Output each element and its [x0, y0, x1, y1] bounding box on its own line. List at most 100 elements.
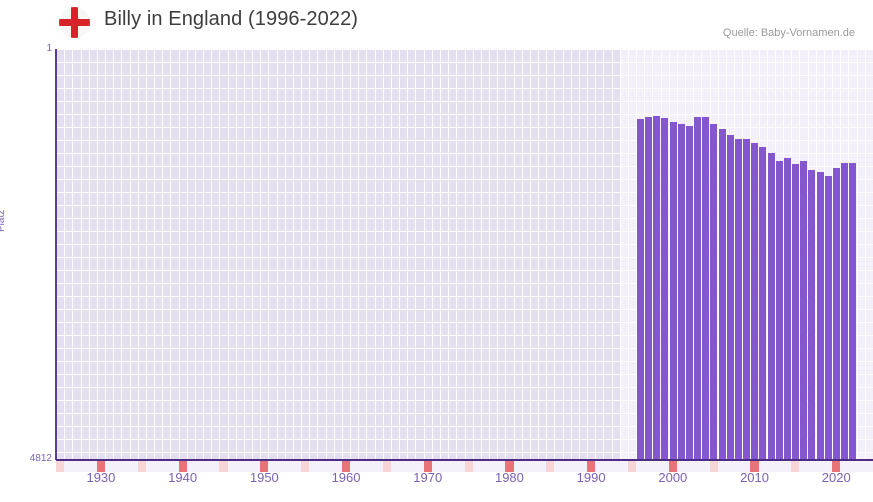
bar-1999[interactable]	[661, 117, 669, 459]
grid-line-horizontal	[56, 75, 873, 77]
grid-line-horizontal	[56, 153, 873, 155]
bar-2016[interactable]	[800, 160, 808, 459]
bar-2001[interactable]	[677, 123, 685, 459]
bar-2007[interactable]	[726, 134, 734, 459]
bar-2012[interactable]	[767, 152, 775, 459]
grid-line-vertical	[284, 49, 286, 459]
bar-2011[interactable]	[759, 146, 767, 459]
grid-line-vertical	[529, 49, 531, 459]
bar-1998[interactable]	[653, 115, 661, 459]
bar-2004[interactable]	[702, 116, 710, 459]
bar-2019[interactable]	[824, 175, 832, 459]
x-tick-label-2000: 2000	[658, 470, 688, 485]
grid-line-horizontal	[56, 244, 873, 246]
x-tick-mark-1950	[260, 461, 269, 472]
grid-line-vertical	[292, 49, 294, 459]
bar-2002[interactable]	[685, 125, 693, 459]
x-tick-mark-2010	[750, 461, 759, 472]
grid-line-vertical	[652, 49, 654, 459]
grid-line-vertical	[162, 49, 164, 459]
grid-line-horizontal	[56, 335, 873, 337]
x-tick-label-1990: 1990	[576, 470, 606, 485]
grid-line-horizontal	[56, 439, 873, 441]
bar-2013[interactable]	[775, 160, 783, 459]
bar-2009[interactable]	[743, 138, 751, 459]
grid-line-vertical	[325, 49, 327, 459]
grid-line-vertical	[725, 49, 727, 459]
x-tick-mark-minor-1985	[546, 461, 555, 472]
x-tick-mark-minor-1995	[627, 461, 637, 472]
x-tick-mark-minor-1945	[219, 461, 228, 472]
bar-2020[interactable]	[832, 167, 840, 459]
grid-line-horizontal	[56, 257, 873, 259]
grid-line-horizontal	[56, 309, 873, 311]
grid-line-vertical	[758, 49, 760, 459]
x-axis-line	[56, 459, 873, 461]
grid-line-vertical	[276, 49, 278, 459]
y-tick-bottom: 4812	[29, 453, 52, 464]
grid-line-vertical	[864, 49, 866, 459]
bar-2005[interactable]	[710, 123, 718, 459]
bar-2022[interactable]	[849, 162, 857, 459]
grid-line-vertical	[685, 49, 687, 459]
grid-line-vertical	[260, 49, 262, 459]
bar-2006[interactable]	[718, 128, 726, 459]
grid-line-vertical	[390, 49, 392, 459]
bar-2010[interactable]	[751, 142, 759, 459]
grid-line-vertical	[636, 49, 638, 459]
grid-line-vertical	[701, 49, 703, 459]
bar-2008[interactable]	[734, 138, 742, 459]
grid-line-vertical	[374, 49, 376, 459]
grid-line-vertical	[480, 49, 482, 459]
grid-line-vertical	[578, 49, 580, 459]
bar-2021[interactable]	[841, 162, 849, 459]
grid-line-vertical	[145, 49, 147, 459]
x-tick-mark-2020	[832, 461, 841, 472]
x-tick-label-2010: 2010	[740, 470, 769, 485]
grid-line-vertical	[219, 49, 221, 459]
grid-line-vertical	[252, 49, 254, 459]
grid-line-horizontal	[56, 192, 873, 194]
x-tick-mark-minor-1965	[382, 461, 391, 472]
grid-line-vertical	[301, 49, 303, 459]
grid-line-vertical	[105, 49, 107, 459]
bar-2000[interactable]	[669, 121, 677, 459]
bar-2015[interactable]	[792, 163, 800, 459]
grid-line-vertical	[734, 49, 736, 459]
grid-line-vertical	[791, 49, 793, 459]
grid-line-vertical	[799, 49, 801, 459]
grid-line-horizontal	[56, 387, 873, 389]
bar-1996[interactable]	[636, 118, 644, 459]
x-tick-label-1970: 1970	[413, 470, 443, 485]
grid-line-vertical	[521, 49, 523, 459]
grid-line-vertical	[668, 49, 670, 459]
x-tick-label-2020: 2020	[821, 470, 851, 485]
grid-line-vertical	[497, 49, 499, 459]
england-flag-icon	[59, 7, 90, 38]
grid-line-horizontal	[56, 348, 873, 350]
bar-2014[interactable]	[783, 157, 791, 459]
bar-2017[interactable]	[808, 170, 816, 459]
grid-line-vertical	[178, 49, 180, 459]
grid-line-vertical	[186, 49, 188, 459]
grid-line-vertical	[538, 49, 540, 459]
grid-line-vertical	[840, 49, 842, 459]
grid-line-vertical	[472, 49, 474, 459]
bar-2003[interactable]	[694, 116, 702, 459]
grid-line-vertical	[154, 49, 156, 459]
y-axis-line	[55, 49, 57, 460]
grid-line-vertical	[603, 49, 605, 459]
grid-line-horizontal	[56, 361, 873, 363]
y-axis-label: Platz	[0, 209, 7, 232]
grid-line-horizontal	[56, 296, 873, 298]
grid-line-horizontal	[56, 166, 873, 168]
x-tick-mark-1990	[587, 461, 596, 472]
grid-line-vertical	[750, 49, 752, 459]
bar-2018[interactable]	[816, 171, 824, 459]
x-tick-mark-1940	[178, 461, 187, 472]
x-tick-mark-1970	[423, 461, 432, 472]
grid-line-vertical	[137, 49, 139, 459]
grid-line-vertical	[194, 49, 196, 459]
grid-line-vertical	[243, 49, 245, 459]
bar-1997[interactable]	[645, 116, 652, 459]
